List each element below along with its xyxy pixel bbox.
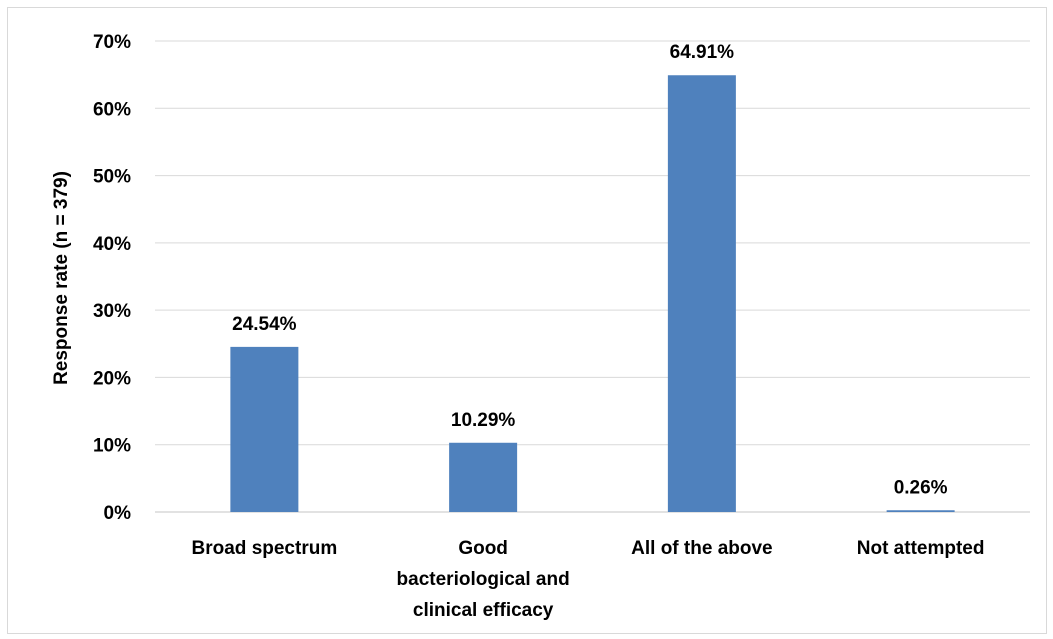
y-tick-label: 20% [93, 368, 131, 389]
y-tick-labels: 0% 10% 20% 30% 40% 50% 60% 70% [93, 32, 131, 524]
y-tick-label: 10% [93, 436, 131, 457]
y-tick-label: 60% [93, 99, 131, 120]
data-label: 24.54% [232, 314, 297, 335]
bars [230, 75, 955, 513]
y-tick-label: 30% [93, 301, 131, 322]
y-tick-label: 70% [93, 32, 131, 53]
category-label-line: Good [458, 538, 508, 559]
category-label: Good bacteriological and clinical efficacy [397, 538, 570, 621]
y-tick-label: 40% [93, 234, 131, 255]
data-label: 64.91% [670, 42, 735, 63]
y-tick-label: 50% [93, 167, 131, 188]
y-tick-label: 0% [104, 503, 132, 524]
bar [667, 75, 736, 513]
category-labels: Broad spectrum Good bacteriological and cli… [192, 538, 985, 621]
category-label-line: All of the above [631, 538, 772, 559]
category-label-line: bacteriological and [397, 569, 570, 590]
gridlines [155, 40, 1030, 513]
category-label: Not attempted [857, 538, 985, 559]
category-label: Broad spectrum [192, 538, 338, 559]
bar [449, 442, 518, 512]
data-label: 10.29% [451, 410, 516, 431]
y-axis-title: Response rate (n = 379) [51, 171, 72, 385]
data-labels: 24.54% 10.29% 64.91% 0.26% [232, 42, 948, 498]
bar [230, 346, 299, 512]
chart-frame [7, 7, 1047, 634]
category-label-line: Not attempted [857, 538, 985, 559]
category-label-line: clinical efficacy [413, 600, 554, 621]
category-label-line: Broad spectrum [192, 538, 338, 559]
category-label: All of the above [631, 538, 772, 559]
data-label: 0.26% [894, 477, 948, 498]
bar [886, 510, 955, 512]
